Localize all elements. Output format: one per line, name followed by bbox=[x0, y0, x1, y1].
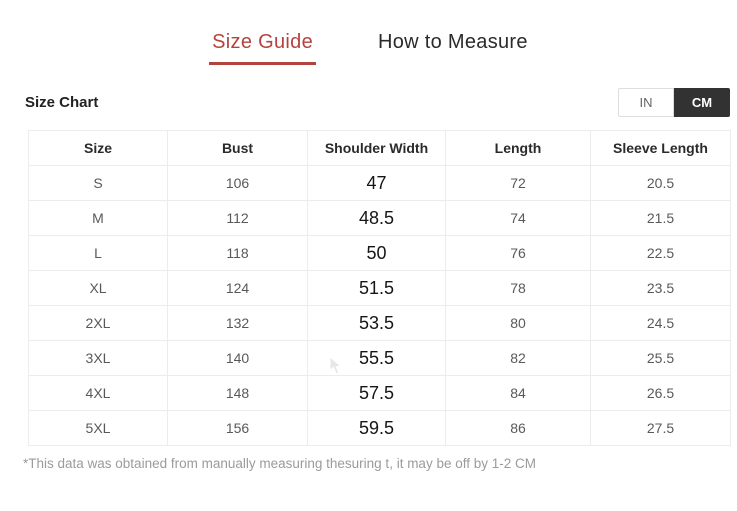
unit-toggle-in-button[interactable]: IN bbox=[618, 88, 674, 117]
cell-size: S bbox=[28, 165, 168, 201]
cell-bust: 112 bbox=[167, 200, 308, 236]
cell-length: 86 bbox=[445, 410, 591, 446]
tab-size-guide[interactable]: Size Guide bbox=[209, 31, 316, 65]
cell-length: 78 bbox=[445, 270, 591, 306]
cell-size: L bbox=[28, 235, 168, 271]
header-shoulder-width: Shoulder Width bbox=[307, 130, 446, 166]
cell-shoulder-width: 50 bbox=[307, 235, 446, 271]
table-row-xl: XL 124 51.5 78 23.5 bbox=[28, 270, 731, 306]
cell-bust: 106 bbox=[167, 165, 308, 201]
cell-shoulder-width: 47 bbox=[307, 165, 446, 201]
table-row-s: S 106 47 72 20.5 bbox=[28, 165, 731, 201]
table-row-2xl: 2XL 132 53.5 80 24.5 bbox=[28, 305, 731, 341]
size-guide-tabs: Size Guide How to Measure bbox=[0, 0, 737, 65]
cell-bust: 118 bbox=[167, 235, 308, 271]
cell-size: 2XL bbox=[28, 305, 168, 341]
table-header-row: Size Bust Shoulder Width Length Sleeve L… bbox=[28, 130, 731, 166]
cell-length: 72 bbox=[445, 165, 591, 201]
size-chart-table: Size Bust Shoulder Width Length Sleeve L… bbox=[28, 130, 731, 446]
tab-how-to-measure[interactable]: How to Measure bbox=[378, 31, 528, 53]
header-sleeve-length: Sleeve Length bbox=[590, 130, 731, 166]
header-size: Size bbox=[28, 130, 168, 166]
cell-sleeve-length: 27.5 bbox=[590, 410, 731, 446]
cell-length: 76 bbox=[445, 235, 591, 271]
cell-length: 80 bbox=[445, 305, 591, 341]
table-row-3xl: 3XL 140 55.5 82 25.5 bbox=[28, 340, 731, 376]
cell-sleeve-length: 22.5 bbox=[590, 235, 731, 271]
mouse-pointer-icon bbox=[329, 355, 344, 380]
cell-length: 84 bbox=[445, 375, 591, 411]
cell-shoulder-width: 53.5 bbox=[307, 305, 446, 341]
cell-bust: 140 bbox=[167, 340, 308, 376]
cell-length: 82 bbox=[445, 340, 591, 376]
cell-shoulder-width: 55.5 bbox=[307, 340, 446, 376]
cell-sleeve-length: 26.5 bbox=[590, 375, 731, 411]
cell-size: 5XL bbox=[28, 410, 168, 446]
table-row-5xl: 5XL 156 59.5 86 27.5 bbox=[28, 410, 731, 446]
cell-size: 3XL bbox=[28, 340, 168, 376]
measurement-disclaimer: *This data was obtained from manually me… bbox=[23, 456, 536, 471]
cell-size: 4XL bbox=[28, 375, 168, 411]
cell-bust: 148 bbox=[167, 375, 308, 411]
cell-sleeve-length: 23.5 bbox=[590, 270, 731, 306]
unit-toggle: IN CM bbox=[618, 88, 730, 117]
header-bust: Bust bbox=[167, 130, 308, 166]
cell-shoulder-width: 57.5 bbox=[307, 375, 446, 411]
cell-bust: 132 bbox=[167, 305, 308, 341]
size-chart-header: Size Chart IN CM bbox=[25, 88, 730, 117]
header-length: Length bbox=[445, 130, 591, 166]
table-row-l: L 118 50 76 22.5 bbox=[28, 235, 731, 271]
cell-shoulder-width: 51.5 bbox=[307, 270, 446, 306]
cell-sleeve-length: 24.5 bbox=[590, 305, 731, 341]
cell-sleeve-length: 25.5 bbox=[590, 340, 731, 376]
cell-sleeve-length: 21.5 bbox=[590, 200, 731, 236]
cell-bust: 124 bbox=[167, 270, 308, 306]
cell-length: 74 bbox=[445, 200, 591, 236]
cell-sleeve-length: 20.5 bbox=[590, 165, 731, 201]
cell-shoulder-width: 48.5 bbox=[307, 200, 446, 236]
table-row-m: M 112 48.5 74 21.5 bbox=[28, 200, 731, 236]
table-row-4xl: 4XL 148 57.5 84 26.5 bbox=[28, 375, 731, 411]
page-title: Size Chart bbox=[25, 94, 99, 111]
cell-shoulder-width: 59.5 bbox=[307, 410, 446, 446]
cell-size: M bbox=[28, 200, 168, 236]
unit-toggle-cm-button[interactable]: CM bbox=[674, 88, 730, 117]
cell-size: XL bbox=[28, 270, 168, 306]
cell-bust: 156 bbox=[167, 410, 308, 446]
